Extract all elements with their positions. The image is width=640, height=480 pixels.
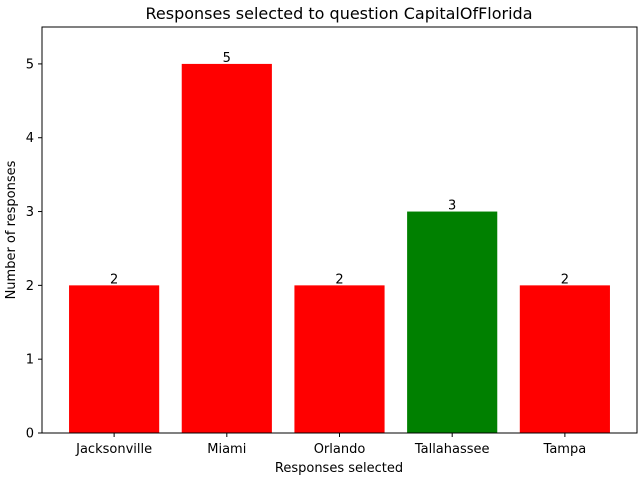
bar-jacksonville <box>69 285 160 433</box>
y-tick-label-3: 3 <box>26 205 34 220</box>
bar-tampa <box>519 285 610 433</box>
y-tick-label-0: 0 <box>26 427 34 442</box>
y-tick-label-5: 5 <box>26 57 34 72</box>
bar-orlando <box>294 285 385 433</box>
x-axis: Jacksonville Miami Orlando Tallahassee Tampa <box>75 433 586 457</box>
data-label-tallahassee: 3 <box>448 199 456 214</box>
x-tick-label-tallahassee: Tallahassee <box>414 442 490 457</box>
data-labels-group: 2 5 2 3 2 <box>110 51 569 287</box>
x-tick-label-orlando: Orlando <box>314 442 366 457</box>
y-tick-label-1: 1 <box>26 353 34 368</box>
y-axis-label: Number of responses <box>4 160 19 299</box>
data-label-miami: 5 <box>223 51 231 66</box>
plot-area: 2 5 2 3 2 Jacksonville Miami Orlando Tallahasse… <box>26 26 638 457</box>
data-label-tampa: 2 <box>561 272 569 287</box>
y-axis: 0 1 2 3 4 5 <box>26 57 42 442</box>
x-tick-label-miami: Miami <box>207 442 246 457</box>
bars-group <box>69 63 610 434</box>
bar-miami <box>181 63 272 434</box>
x-tick-label-tampa: Tampa <box>543 442 587 457</box>
y-tick-label-4: 4 <box>26 131 34 146</box>
data-label-orlando: 2 <box>335 272 343 287</box>
y-tick-label-2: 2 <box>26 279 34 294</box>
bar-tallahassee <box>407 211 498 433</box>
x-axis-label: Responses selected <box>275 461 403 476</box>
data-label-jacksonville: 2 <box>110 272 118 287</box>
chart-title: Responses selected to question CapitalOf… <box>146 4 533 23</box>
x-tick-label-jacksonville: Jacksonville <box>75 442 152 457</box>
